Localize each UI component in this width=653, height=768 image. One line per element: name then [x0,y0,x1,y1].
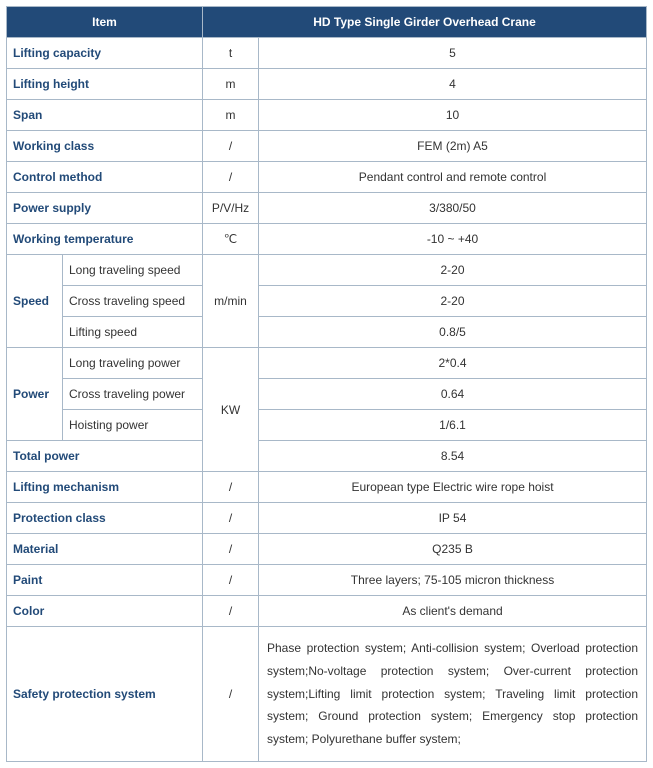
label: Control method [7,162,203,193]
unit: / [203,534,259,565]
value: 1/6.1 [259,410,647,441]
value: FEM (2m) A5 [259,131,647,162]
row-speed-lifting: Lifting speed 0.8/5 [7,317,647,348]
row-control-method: Control method / Pendant control and rem… [7,162,647,193]
value: Three layers; 75-105 micron thickness [259,565,647,596]
label: Cross traveling power [63,379,203,410]
value: 10 [259,100,647,131]
unit: t [203,38,259,69]
label: Total power [7,441,203,472]
unit: m [203,69,259,100]
unit: / [203,162,259,193]
row-lifting-mechanism: Lifting mechanism / European type Electr… [7,472,647,503]
value: 0.8/5 [259,317,647,348]
label: Protection class [7,503,203,534]
spec-table: Item HD Type Single Girder Overhead Cran… [6,6,647,762]
value: Pendant control and remote control [259,162,647,193]
unit: m [203,100,259,131]
label: Span [7,100,203,131]
group-label-power: Power [7,348,63,441]
label: Lifting capacity [7,38,203,69]
label: Lifting height [7,69,203,100]
label: Lifting mechanism [7,472,203,503]
header-item: Item [7,7,203,38]
row-power-long: Power Long traveling power KW 2*0.4 [7,348,647,379]
group-label-speed: Speed [7,255,63,348]
value: 5 [259,38,647,69]
label: Cross traveling speed [63,286,203,317]
label: Working temperature [7,224,203,255]
unit: KW [203,348,259,472]
header-title: HD Type Single Girder Overhead Crane [203,7,647,38]
label: Lifting speed [63,317,203,348]
unit: / [203,131,259,162]
value: -10 ~ +40 [259,224,647,255]
row-material: Material / Q235 B [7,534,647,565]
label: Power supply [7,193,203,224]
label: Safety protection system [7,627,203,762]
row-working-class: Working class / FEM (2m) A5 [7,131,647,162]
row-total-power: Total power 8.54 [7,441,647,472]
row-lifting-height: Lifting height m 4 [7,69,647,100]
row-paint: Paint / Three layers; 75-105 micron thic… [7,565,647,596]
unit: ℃ [203,224,259,255]
value: IP 54 [259,503,647,534]
unit: / [203,596,259,627]
table-header-row: Item HD Type Single Girder Overhead Cran… [7,7,647,38]
unit: / [203,627,259,762]
unit: m/min [203,255,259,348]
value: 8.54 [259,441,647,472]
row-power-cross: Cross traveling power 0.64 [7,379,647,410]
row-span: Span m 10 [7,100,647,131]
value: As client's demand [259,596,647,627]
value: 2-20 [259,286,647,317]
value: Phase protection system; Anti-collision … [259,627,647,762]
label: Color [7,596,203,627]
row-speed-long: Speed Long traveling speed m/min 2-20 [7,255,647,286]
row-power-hoisting: Hoisting power 1/6.1 [7,410,647,441]
value: 2-20 [259,255,647,286]
row-lifting-capacity: Lifting capacity t 5 [7,38,647,69]
value: 3/380/50 [259,193,647,224]
unit: / [203,565,259,596]
label: Long traveling speed [63,255,203,286]
row-working-temperature: Working temperature ℃ -10 ~ +40 [7,224,647,255]
value: 0.64 [259,379,647,410]
row-speed-cross: Cross traveling speed 2-20 [7,286,647,317]
unit: P/V/Hz [203,193,259,224]
label: Material [7,534,203,565]
label: Working class [7,131,203,162]
label: Paint [7,565,203,596]
row-color: Color / As client's demand [7,596,647,627]
value: 4 [259,69,647,100]
value: Q235 B [259,534,647,565]
label: Hoisting power [63,410,203,441]
unit: / [203,472,259,503]
row-power-supply: Power supply P/V/Hz 3/380/50 [7,193,647,224]
label: Long traveling power [63,348,203,379]
row-protection-class: Protection class / IP 54 [7,503,647,534]
value: 2*0.4 [259,348,647,379]
unit: / [203,503,259,534]
row-safety: Safety protection system / Phase protect… [7,627,647,762]
value: European type Electric wire rope hoist [259,472,647,503]
